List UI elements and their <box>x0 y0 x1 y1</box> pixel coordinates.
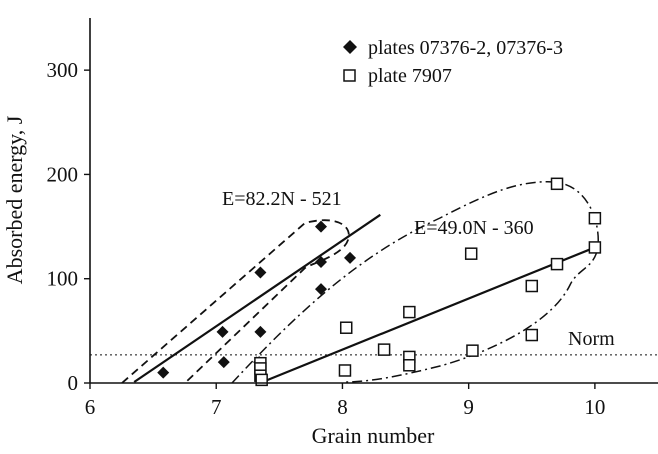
y-axis-title: Absorbed energy, J <box>2 115 27 284</box>
envelope-plate-7907 <box>231 181 599 384</box>
data-point-square <box>403 305 416 319</box>
data-point-square <box>464 247 478 260</box>
x-tick-label: 6 <box>85 395 96 419</box>
data-point-square <box>339 321 353 334</box>
legend-label-plates-07376: plates 07376-2, 07376-3 <box>368 37 563 59</box>
data-points <box>157 177 602 387</box>
x-tick-label: 8 <box>337 395 348 419</box>
data-point-square <box>403 359 416 372</box>
legend-marker-diamond <box>343 40 357 54</box>
data-point-diamond <box>254 325 267 338</box>
data-point-square <box>525 328 539 342</box>
data-point-diamond <box>314 256 327 269</box>
data-point-square <box>588 211 602 225</box>
data-point-square <box>588 241 602 254</box>
y-tick-label: 0 <box>68 371 79 395</box>
legend-label-plate-7907: plate 7907 <box>368 65 452 87</box>
data-point-diamond <box>254 266 267 279</box>
envelope-plates-07376 <box>121 219 350 384</box>
data-point-square <box>466 344 479 357</box>
data-point-square <box>550 257 564 271</box>
data-point-square <box>338 364 352 377</box>
x-tick-label: 9 <box>463 395 474 419</box>
x-tick-label: 10 <box>584 395 605 419</box>
y-tick-label: 300 <box>47 58 79 82</box>
data-point-square <box>255 373 268 387</box>
x-axis-title: Grain number <box>312 423 435 448</box>
x-tick-label: 7 <box>211 395 222 419</box>
fit-line-series-1 <box>259 246 596 384</box>
y-tick-label: 100 <box>47 267 79 291</box>
fit-label-plates-07376: E=82.2N - 521 <box>222 188 342 210</box>
y-tick-label: 200 <box>47 162 79 186</box>
data-point-diamond <box>157 366 170 379</box>
data-point-square <box>550 177 564 191</box>
data-point-diamond <box>314 283 327 296</box>
fit-line-series-0 <box>133 213 381 383</box>
data-point-diamond <box>314 220 327 233</box>
data-point-square <box>525 279 539 293</box>
legend-marker-square <box>343 69 356 82</box>
legend: plates 07376-2, 07376-3 plate 7907 <box>343 37 563 87</box>
data-point-diamond <box>344 251 357 264</box>
fit-label-plate-7907: E=49.0N - 360 <box>414 217 534 239</box>
norm-label: Norm <box>568 328 615 350</box>
fit-lines <box>133 213 596 384</box>
data-point-diamond <box>216 325 229 338</box>
data-point-diamond <box>217 356 230 369</box>
data-point-square <box>377 343 391 356</box>
